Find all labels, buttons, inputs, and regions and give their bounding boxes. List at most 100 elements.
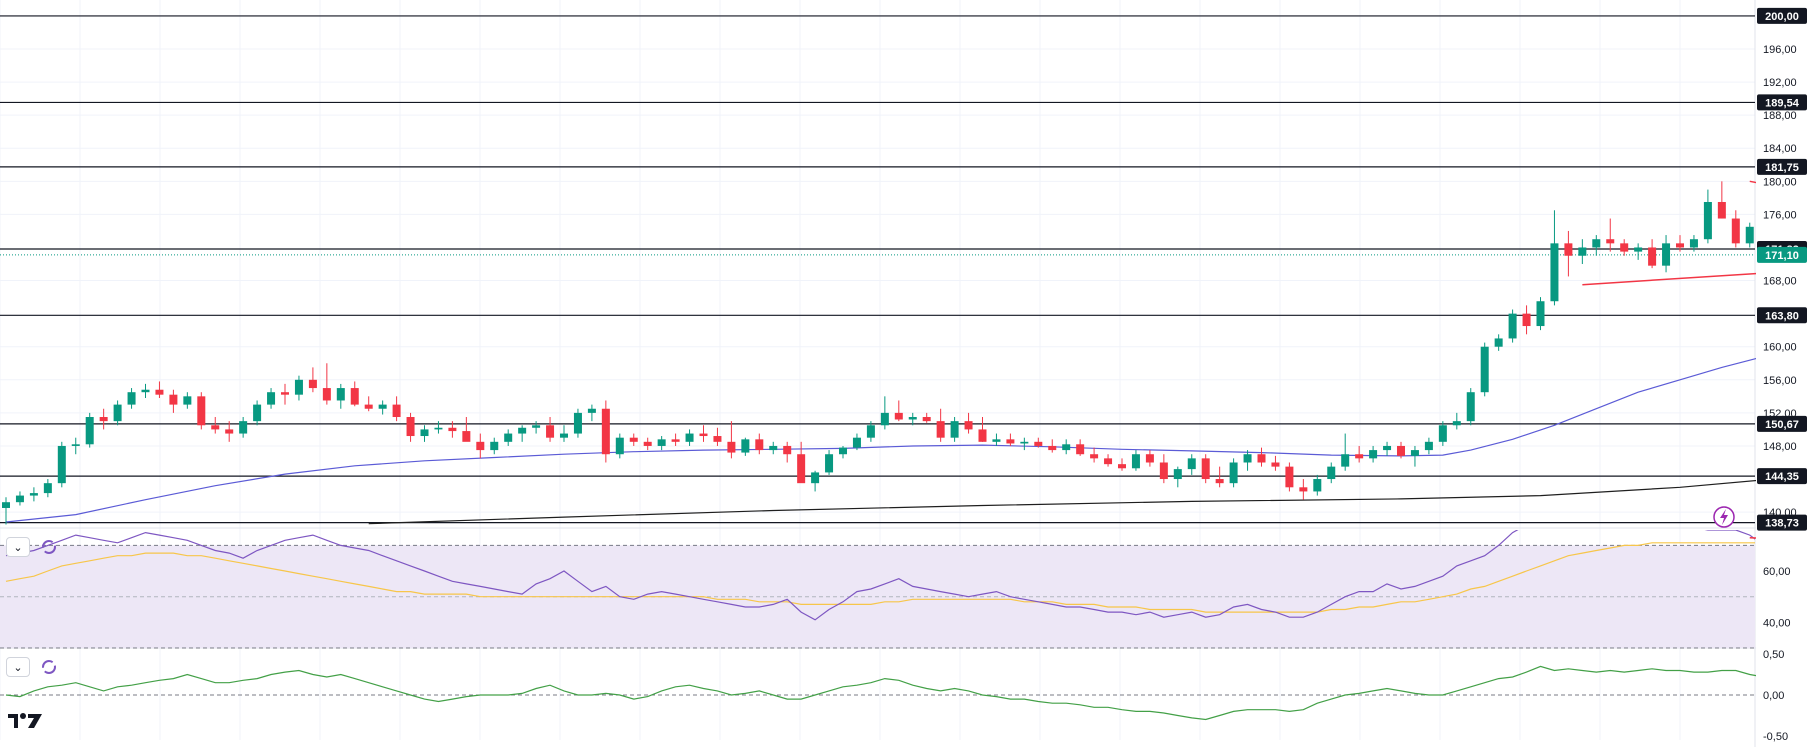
candle-body [434, 427, 443, 430]
candle [504, 429, 513, 446]
oscillator-pane-reload-button[interactable] [40, 658, 58, 676]
candle-body [504, 433, 513, 442]
candle-body [1466, 392, 1475, 422]
candle-body [1410, 450, 1419, 456]
candle [308, 367, 317, 393]
candle-body [2, 502, 10, 508]
oscillator-pane [0, 665, 1815, 721]
candle [211, 417, 220, 434]
triangle-lower-line [1582, 269, 1815, 286]
candle [476, 433, 485, 459]
price-tick-label: 188,00 [1763, 110, 1797, 122]
candle-body [950, 421, 959, 438]
level-label: 138,73 [1757, 514, 1807, 531]
candle-body [1090, 454, 1099, 459]
candle-body [225, 429, 234, 434]
level-label-bg [1757, 307, 1807, 324]
candle-body [1648, 247, 1657, 266]
candle [741, 437, 750, 456]
candle [1410, 445, 1419, 467]
candle [978, 417, 987, 442]
candle-body [1620, 243, 1629, 252]
level-label-bg [1757, 158, 1807, 175]
candle-body [308, 379, 317, 389]
candle [587, 404, 596, 422]
candle [1383, 441, 1392, 456]
rsi-pane-reload-button[interactable] [40, 538, 58, 556]
candle [322, 363, 331, 405]
candle-body [1020, 441, 1029, 444]
candle-body [1634, 247, 1643, 252]
rsi-pane-collapse-button[interactable]: ⌄ [6, 537, 30, 557]
candle-body [197, 396, 206, 426]
candle-body [964, 421, 973, 430]
candle [15, 491, 24, 506]
candle-body [43, 483, 52, 494]
oscillator-pane-collapse-button[interactable]: ⌄ [6, 657, 30, 677]
sma200-path [368, 474, 1815, 525]
candle [99, 408, 108, 430]
candle [560, 425, 568, 442]
candle-body [267, 392, 276, 405]
candle [1187, 454, 1196, 475]
level-label: 181,75 [1757, 158, 1807, 175]
candle-body [1187, 458, 1196, 470]
candle [699, 425, 708, 442]
candle [713, 427, 722, 446]
candle [1480, 342, 1489, 397]
candle-body [420, 429, 429, 437]
candle [281, 383, 289, 405]
candle-body [71, 444, 80, 446]
level-label-text: 150,67 [1765, 419, 1799, 431]
level-label: 189,54 [1757, 94, 1807, 111]
price-tick-label: 156,00 [1763, 375, 1797, 387]
candle [1522, 305, 1531, 335]
alert-button[interactable] [1713, 506, 1735, 528]
candle-body [1104, 458, 1113, 465]
candle [1424, 437, 1433, 455]
candle-body [1508, 313, 1517, 339]
candle [1689, 235, 1698, 252]
candle [448, 421, 457, 438]
level-label-text: 200,00 [1765, 11, 1799, 23]
candle-body [1173, 469, 1182, 480]
osc-tick-label: 0,00 [1763, 690, 1784, 702]
price-tick-label: 160,00 [1763, 342, 1797, 354]
candle [908, 412, 917, 426]
candle-body [755, 439, 764, 451]
candle [197, 392, 206, 430]
candle [1159, 454, 1168, 484]
candle-body [1424, 441, 1433, 451]
candle [1578, 239, 1587, 265]
horizontal-levels[interactable] [0, 15, 1755, 524]
candle [1536, 297, 1545, 331]
level-label-bg [1757, 415, 1807, 432]
level-label-bg [1757, 94, 1807, 111]
candle-body [490, 441, 499, 451]
candle [420, 425, 429, 442]
candle [239, 417, 248, 438]
tradingview-logo[interactable] [8, 712, 42, 735]
candle-body [1689, 239, 1698, 248]
candle-body [685, 433, 694, 442]
candle-body [1522, 313, 1531, 327]
candle [350, 381, 359, 407]
candle [936, 408, 945, 442]
candle-body [1131, 454, 1140, 469]
candle-body [322, 388, 331, 401]
candle [852, 433, 861, 451]
price-axis[interactable]: 196,00 192,00 188,00 184,00 180,00 176,00 168,… [1756, 0, 1815, 747]
candle-body [1480, 346, 1489, 393]
candle-body [894, 412, 903, 420]
candle-body [657, 439, 666, 446]
osc-tick-label: 0,50 [1763, 649, 1784, 661]
sma200-line [368, 474, 1815, 525]
candle-body [629, 437, 638, 442]
rsi-tick-label: 40,00 [1763, 617, 1791, 629]
candle [1104, 454, 1113, 467]
candle-body [1048, 445, 1057, 451]
candle [685, 429, 694, 446]
candle [1076, 439, 1085, 456]
candle-body [992, 439, 1001, 442]
